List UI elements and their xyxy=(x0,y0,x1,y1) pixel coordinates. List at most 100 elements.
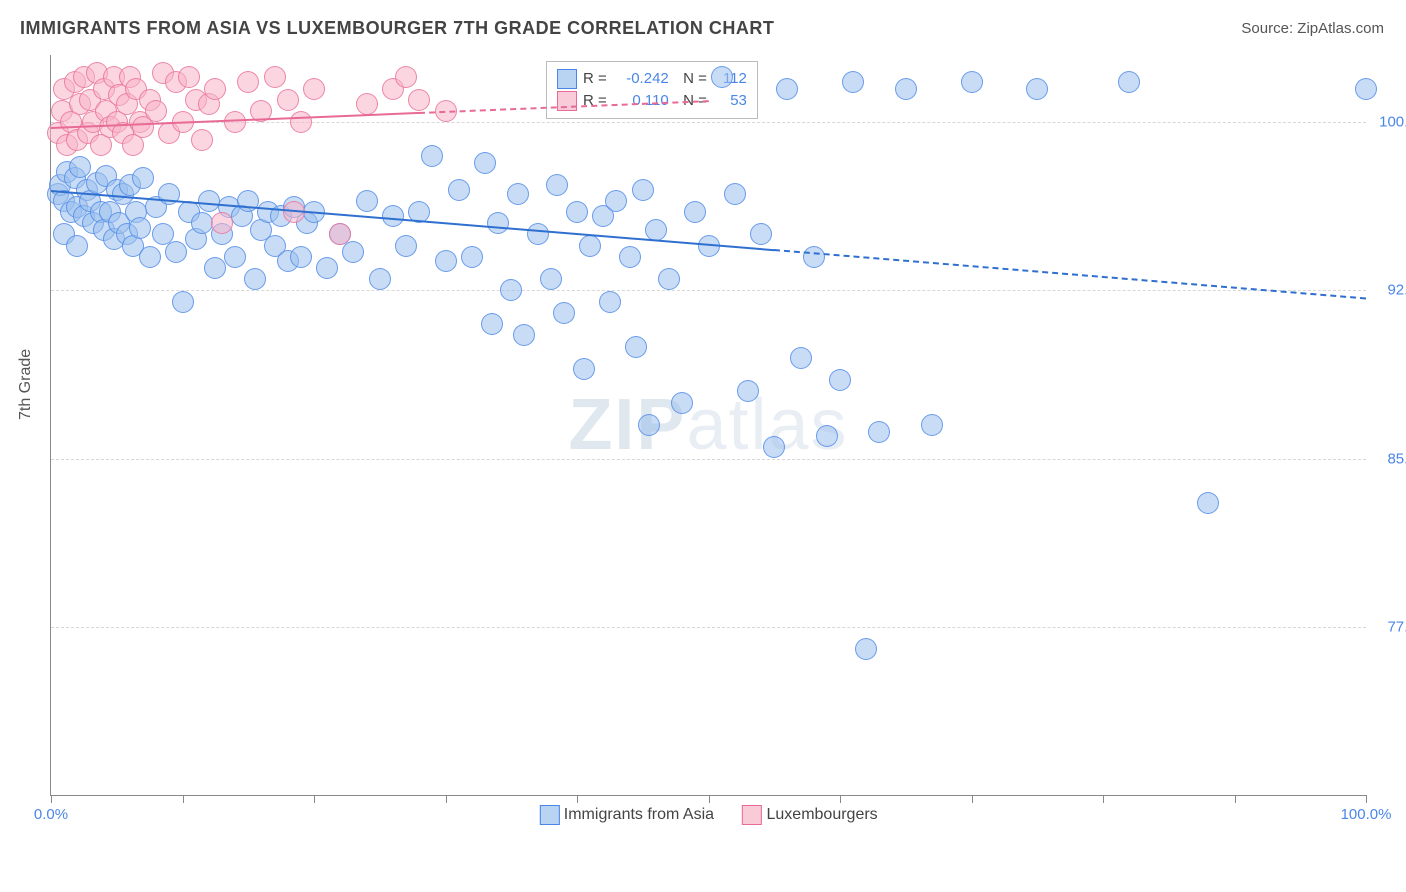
x-tick xyxy=(183,795,184,803)
gridline xyxy=(51,122,1366,123)
data-point xyxy=(1197,492,1219,514)
x-tick xyxy=(446,795,447,803)
data-point xyxy=(395,66,417,88)
x-tick xyxy=(709,795,710,803)
data-point xyxy=(224,246,246,268)
legend-item: Immigrants from Asia xyxy=(539,805,714,825)
data-point xyxy=(573,358,595,380)
data-point xyxy=(132,167,154,189)
legend-item: Luxembourgers xyxy=(742,805,878,825)
data-point xyxy=(1026,78,1048,100)
data-point xyxy=(237,71,259,93)
data-point xyxy=(461,246,483,268)
data-point xyxy=(1118,71,1140,93)
data-point xyxy=(790,347,812,369)
source-link[interactable]: ZipAtlas.com xyxy=(1297,20,1384,37)
data-point xyxy=(303,78,325,100)
data-point xyxy=(145,100,167,122)
data-point xyxy=(356,190,378,212)
gridline xyxy=(51,290,1366,291)
data-point xyxy=(408,89,430,111)
data-point xyxy=(316,257,338,279)
x-tick xyxy=(314,795,315,803)
data-point xyxy=(290,111,312,133)
gridline xyxy=(51,459,1366,460)
data-point xyxy=(553,302,575,324)
legend-swatch xyxy=(742,805,762,825)
data-point xyxy=(369,268,391,290)
x-tick xyxy=(972,795,973,803)
data-point xyxy=(842,71,864,93)
x-tick xyxy=(51,795,52,803)
data-point xyxy=(421,145,443,167)
data-point xyxy=(737,380,759,402)
data-point xyxy=(540,268,562,290)
data-point xyxy=(448,179,470,201)
data-point xyxy=(244,268,266,290)
x-tick xyxy=(840,795,841,803)
data-point xyxy=(711,66,733,88)
data-point xyxy=(66,235,88,257)
data-point xyxy=(724,183,746,205)
source-attribution: Source: ZipAtlas.com xyxy=(1241,20,1384,37)
data-point xyxy=(395,235,417,257)
data-point xyxy=(829,369,851,391)
data-point xyxy=(638,414,660,436)
data-point xyxy=(527,223,549,245)
y-tick-label: 92.5% xyxy=(1387,282,1406,299)
data-point xyxy=(868,421,890,443)
data-point xyxy=(619,246,641,268)
data-point xyxy=(139,246,161,268)
data-point xyxy=(211,212,233,234)
data-point xyxy=(198,190,220,212)
data-point xyxy=(264,66,286,88)
data-point xyxy=(507,183,529,205)
data-point xyxy=(855,638,877,660)
data-point xyxy=(599,291,621,313)
x-tick-label: 100.0% xyxy=(1341,806,1392,823)
data-point xyxy=(487,212,509,234)
series-legend: Immigrants from Asia Luxembourgers xyxy=(539,805,877,825)
data-point xyxy=(191,212,213,234)
data-point xyxy=(763,436,785,458)
data-point xyxy=(566,201,588,223)
data-point xyxy=(750,223,772,245)
x-tick xyxy=(1103,795,1104,803)
data-point xyxy=(474,152,496,174)
legend-label: Immigrants from Asia xyxy=(564,806,714,823)
data-point xyxy=(129,217,151,239)
data-point xyxy=(632,179,654,201)
data-point xyxy=(816,425,838,447)
x-tick-label: 0.0% xyxy=(34,806,68,823)
data-point xyxy=(803,246,825,268)
y-axis-label: 7th Grade xyxy=(17,349,35,420)
data-point xyxy=(658,268,680,290)
data-point xyxy=(290,246,312,268)
data-point xyxy=(165,241,187,263)
data-point xyxy=(500,279,522,301)
data-point xyxy=(277,89,299,111)
legend-label: Luxembourgers xyxy=(767,806,878,823)
legend-swatch xyxy=(557,69,577,89)
data-point xyxy=(356,93,378,115)
data-point xyxy=(329,223,351,245)
data-point xyxy=(178,66,200,88)
data-point xyxy=(579,235,601,257)
x-tick xyxy=(1366,795,1367,803)
data-point xyxy=(1355,78,1377,100)
data-point xyxy=(172,291,194,313)
data-point xyxy=(342,241,364,263)
gridline xyxy=(51,627,1366,628)
scatter-plot-area: ZIPatlas R = -0.242 N = 112R = 0.110 N =… xyxy=(50,55,1366,796)
data-point xyxy=(645,219,667,241)
x-tick xyxy=(577,795,578,803)
data-point xyxy=(671,392,693,414)
data-point xyxy=(895,78,917,100)
legend-row: R = 0.110 N = 53 xyxy=(557,90,747,112)
y-tick-label: 85.0% xyxy=(1387,450,1406,467)
y-tick-label: 100.0% xyxy=(1379,114,1406,131)
data-point xyxy=(224,111,246,133)
x-tick xyxy=(1235,795,1236,803)
y-tick-label: 77.5% xyxy=(1387,618,1406,635)
data-point xyxy=(776,78,798,100)
